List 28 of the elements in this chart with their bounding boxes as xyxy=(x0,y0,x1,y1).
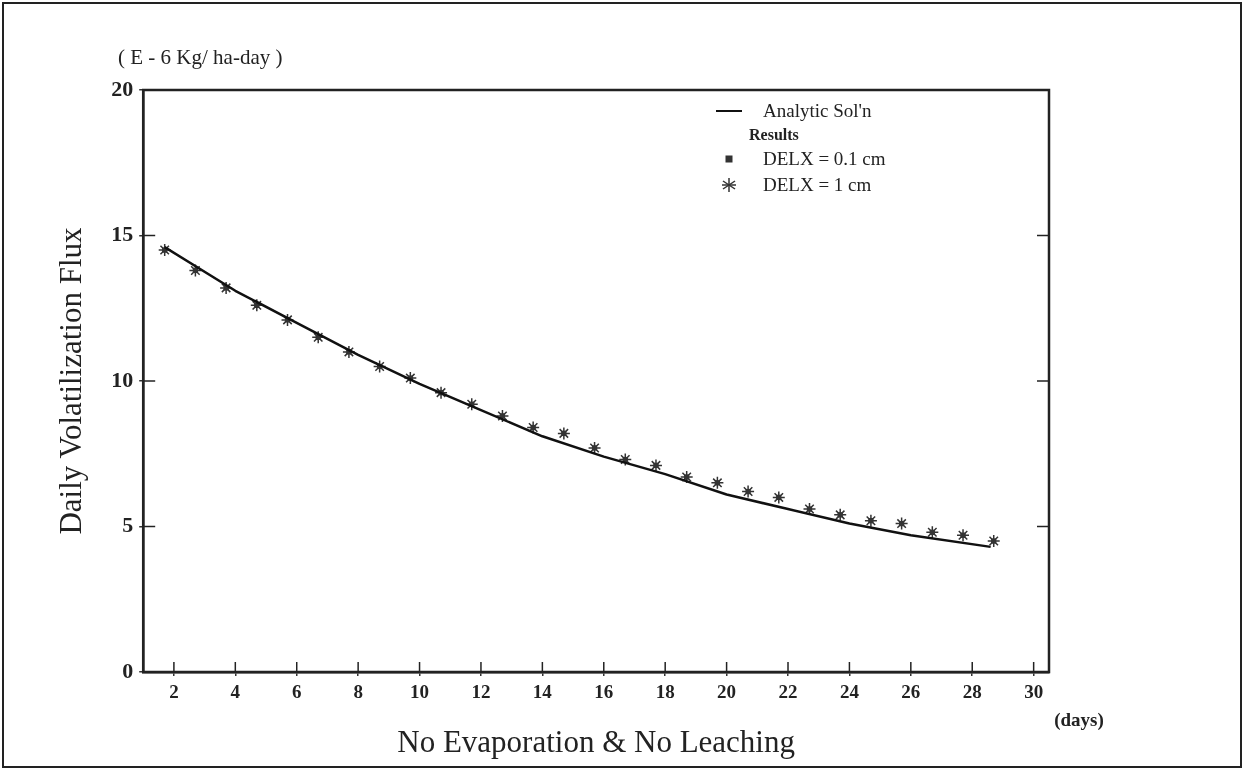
x-tick-label: 8 xyxy=(353,681,363,703)
y-tick-label: 10 xyxy=(111,366,134,392)
x-tick-label: 4 xyxy=(230,681,241,703)
x-tick-label: 30 xyxy=(1024,681,1044,703)
x-tick-label: 22 xyxy=(778,681,798,703)
legend-label: DELX = 0.1 cm xyxy=(762,148,886,170)
chart-subtitle: ( E - 6 Kg/ ha-day ) xyxy=(118,44,283,69)
y-axis-title: Daily Volatilization Flux xyxy=(52,226,88,535)
x-tick-label: 6 xyxy=(291,681,302,703)
text: (days) xyxy=(1054,709,1104,732)
x-tick-label: 12 xyxy=(471,681,491,703)
y-tick-label: 0 xyxy=(122,657,134,683)
x-tick-label: 18 xyxy=(655,681,675,703)
x-tick-label: 16 xyxy=(594,681,614,703)
x-tick-label: 14 xyxy=(532,681,553,703)
y-tick-label: 15 xyxy=(111,221,134,247)
y-tick-label: 5 xyxy=(122,512,134,538)
x-tick-label: 10 xyxy=(410,681,430,703)
x-tick-label: 20 xyxy=(717,681,737,703)
x-tick-label: 24 xyxy=(839,681,860,703)
x-tick-label: 26 xyxy=(901,681,921,703)
legend-label: Analytic Sol'n xyxy=(762,100,872,122)
x-axis-title: No Evaporation & No Leaching xyxy=(397,723,795,759)
x-tick-label: 28 xyxy=(962,681,982,703)
x-tick-label: 2 xyxy=(169,681,179,703)
y-tick-label: 20 xyxy=(111,75,134,101)
legend-label: DELX = 1 cm xyxy=(762,174,872,196)
legend-title: Results xyxy=(748,125,800,145)
